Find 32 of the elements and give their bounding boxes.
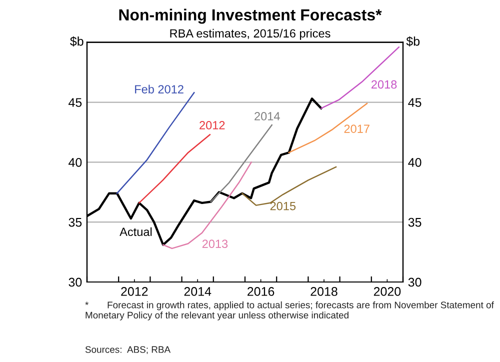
text: * Forecast in growth rates, applied to actual series; forecasts are from November Statement of Monetary Policy of the relevant year unless otherwise indicated (85, 301, 494, 320)
series-label: Feb 2012 (135, 84, 184, 94)
x-tick-label: 2018 (310, 287, 338, 296)
source-note: Sources: ABS; RBA (85, 346, 171, 354)
y-tick-label: 30 (68, 278, 82, 287)
series-label: 2018 (372, 80, 397, 89)
y-tick-label: 40 (68, 158, 82, 167)
chart-title: Non-mining Investment Forecasts* (119, 8, 382, 24)
chart-subtitle: RBA estimates, 2015/16 prices (170, 28, 330, 40)
series-label: 2015 (270, 202, 296, 210)
series-label: Actual (120, 227, 152, 236)
x-tick-label: 2016 (248, 287, 274, 296)
y2-tick-label: 45 (408, 98, 422, 107)
y2-axis-title: $b (406, 36, 420, 46)
x-tick-label: 2012 (121, 287, 148, 296)
y2-tick-label: 30 (408, 278, 422, 287)
series-label: 2017 (344, 124, 370, 133)
line-series (162, 162, 252, 250)
line-series (116, 92, 195, 194)
series-label: 2013 (202, 240, 228, 248)
line-series (320, 46, 400, 109)
y-tick-label: 35 (68, 218, 82, 227)
line-series (138, 134, 211, 204)
x-tick-label: 2020 (374, 287, 401, 296)
series-label: 2012 (200, 121, 225, 130)
y2-tick-label: 35 (408, 218, 422, 227)
x-tick-label: 2014 (184, 287, 212, 296)
line-series (288, 102, 368, 154)
y2-tick-label: 40 (408, 158, 422, 167)
series-label: 2014 (254, 112, 280, 120)
y-tick-label: 45 (68, 98, 82, 107)
y-axis-title: $b (70, 36, 84, 46)
